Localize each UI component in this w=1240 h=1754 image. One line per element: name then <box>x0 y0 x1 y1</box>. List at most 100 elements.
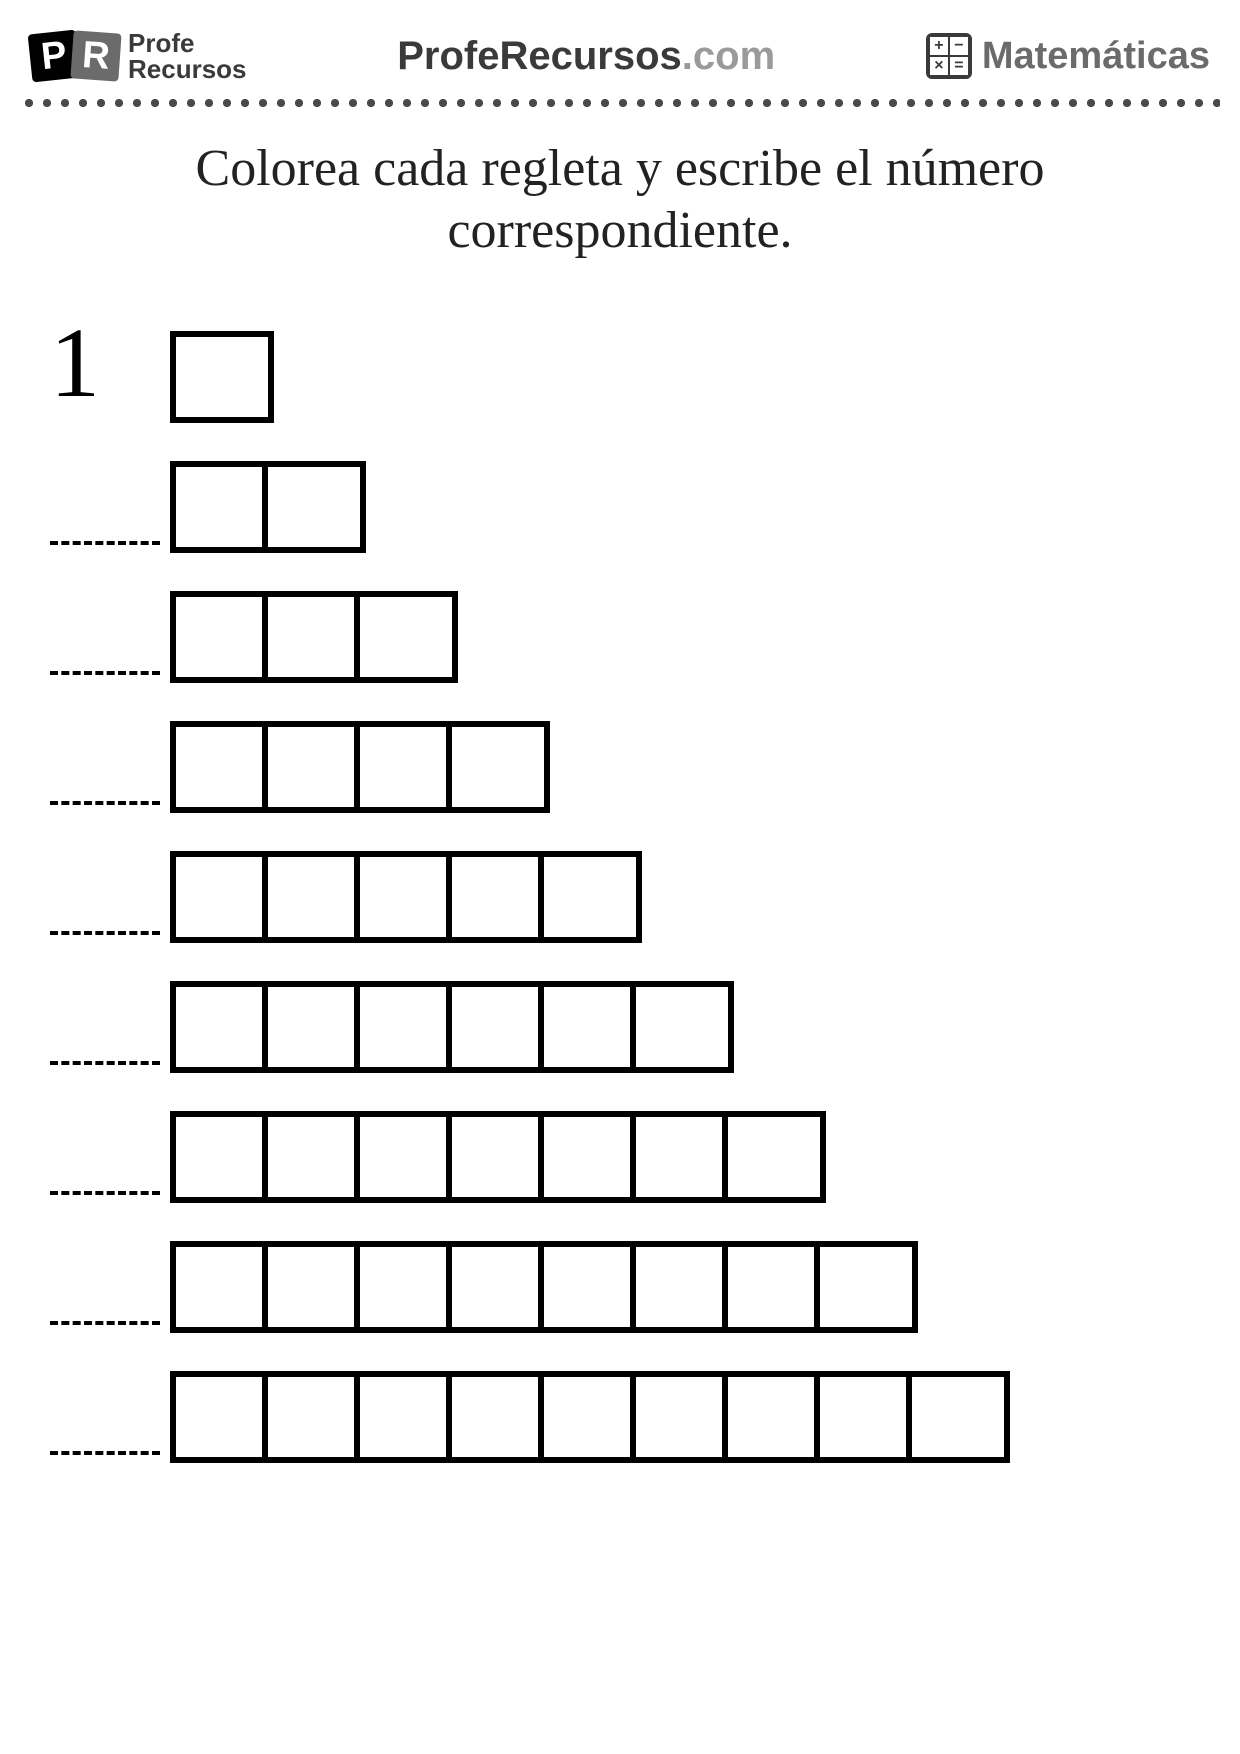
number-column <box>40 693 170 813</box>
brand-domain: .com <box>682 34 775 78</box>
brand-name: ProfeRecursos <box>397 34 682 78</box>
rod-row <box>40 563 1200 683</box>
rod-row <box>40 1083 1200 1203</box>
rod-cell <box>452 727 544 807</box>
rod-cell <box>544 1117 636 1197</box>
rod-cell <box>452 1377 544 1457</box>
icon-equals: = <box>949 56 969 76</box>
worksheet-page: P R Profe Recursos ProfeRecursos.com + −… <box>0 0 1240 1754</box>
number-column: 1 <box>40 303 170 423</box>
answer-blank[interactable] <box>50 541 160 545</box>
rod-row <box>40 693 1200 813</box>
rod-cell <box>360 1117 452 1197</box>
rod-cell <box>268 467 360 547</box>
rods-container: 1 <box>20 293 1220 1463</box>
logo-r-square: R <box>70 30 121 81</box>
rod-cell <box>360 987 452 1067</box>
answer-blank[interactable] <box>50 1191 160 1195</box>
rod-cell <box>820 1377 912 1457</box>
subject-label: Matemáticas <box>982 35 1210 78</box>
rod-cell <box>176 987 268 1067</box>
rod-cell <box>268 1117 360 1197</box>
rod-cell <box>176 857 268 937</box>
rod-row <box>40 1213 1200 1333</box>
answer-blank[interactable] <box>50 1451 160 1455</box>
rod-row <box>40 823 1200 943</box>
number-column <box>40 1213 170 1333</box>
center-brand: ProfeRecursos.com <box>397 34 775 79</box>
number-label: 1 <box>50 313 100 423</box>
logo-line2: Recursos <box>128 56 247 82</box>
rod <box>170 851 642 943</box>
rod-row: 1 <box>40 303 1200 423</box>
rod-cell <box>268 1247 360 1327</box>
rod <box>170 721 550 813</box>
math-grid-icon: + − × = <box>926 33 972 79</box>
rod-cell <box>268 987 360 1067</box>
logo-line1: Profe <box>128 30 247 56</box>
rod-cell <box>820 1247 912 1327</box>
rod-cell <box>636 1117 728 1197</box>
rod-cell <box>360 727 452 807</box>
rod-cell <box>636 987 728 1067</box>
rod-cell <box>268 1377 360 1457</box>
logo-block: P R Profe Recursos <box>30 30 247 82</box>
answer-blank[interactable] <box>50 1321 160 1325</box>
rod <box>170 1241 918 1333</box>
rod <box>170 981 734 1073</box>
rod-cell <box>176 1117 268 1197</box>
rod-cell <box>912 1377 1004 1457</box>
subject-block: + − × = Matemáticas <box>926 33 1210 79</box>
rod-cell <box>452 1247 544 1327</box>
rod-cell <box>452 987 544 1067</box>
number-column <box>40 1083 170 1203</box>
rod-cell <box>452 1117 544 1197</box>
rod-cell <box>176 1377 268 1457</box>
answer-blank[interactable] <box>50 671 160 675</box>
rod-cell <box>728 1117 820 1197</box>
rod-cell <box>452 857 544 937</box>
rod-row <box>40 953 1200 1073</box>
rod <box>170 331 274 423</box>
rod-cell <box>268 857 360 937</box>
rod-cell <box>636 1247 728 1327</box>
rod-cell <box>360 597 452 677</box>
rod-cell <box>176 1247 268 1327</box>
icon-times: × <box>929 56 949 76</box>
number-column <box>40 563 170 683</box>
rod-row <box>40 433 1200 553</box>
rod-cell <box>176 597 268 677</box>
rod-cell <box>728 1247 820 1327</box>
rod-cell <box>728 1377 820 1457</box>
rod-cell <box>544 987 636 1067</box>
rod-cell <box>544 1247 636 1327</box>
answer-blank[interactable] <box>50 1061 160 1065</box>
rod-cell <box>544 857 636 937</box>
rod <box>170 461 366 553</box>
rod-cell <box>176 727 268 807</box>
rod-cell <box>360 1247 452 1327</box>
rod <box>170 1111 826 1203</box>
number-column <box>40 1343 170 1463</box>
icon-plus: + <box>929 36 949 56</box>
rod-cell <box>360 857 452 937</box>
rod-cell <box>176 337 268 417</box>
rod <box>170 591 458 683</box>
rod-cell <box>176 467 268 547</box>
pr-badge-icon: P R <box>30 32 120 80</box>
rod-row <box>40 1343 1200 1463</box>
rod-cell <box>268 727 360 807</box>
rod-cell <box>636 1377 728 1457</box>
number-column <box>40 433 170 553</box>
instruction-text: Colorea cada regleta y escribe el número… <box>20 138 1220 293</box>
header: P R Profe Recursos ProfeRecursos.com + −… <box>20 30 1220 98</box>
rod-cell <box>544 1377 636 1457</box>
icon-minus: − <box>949 36 969 56</box>
logo-text: Profe Recursos <box>128 30 247 82</box>
dotted-divider <box>20 98 1220 108</box>
rod <box>170 1371 1010 1463</box>
number-column <box>40 823 170 943</box>
answer-blank[interactable] <box>50 931 160 935</box>
answer-blank[interactable] <box>50 801 160 805</box>
rod-cell <box>360 1377 452 1457</box>
